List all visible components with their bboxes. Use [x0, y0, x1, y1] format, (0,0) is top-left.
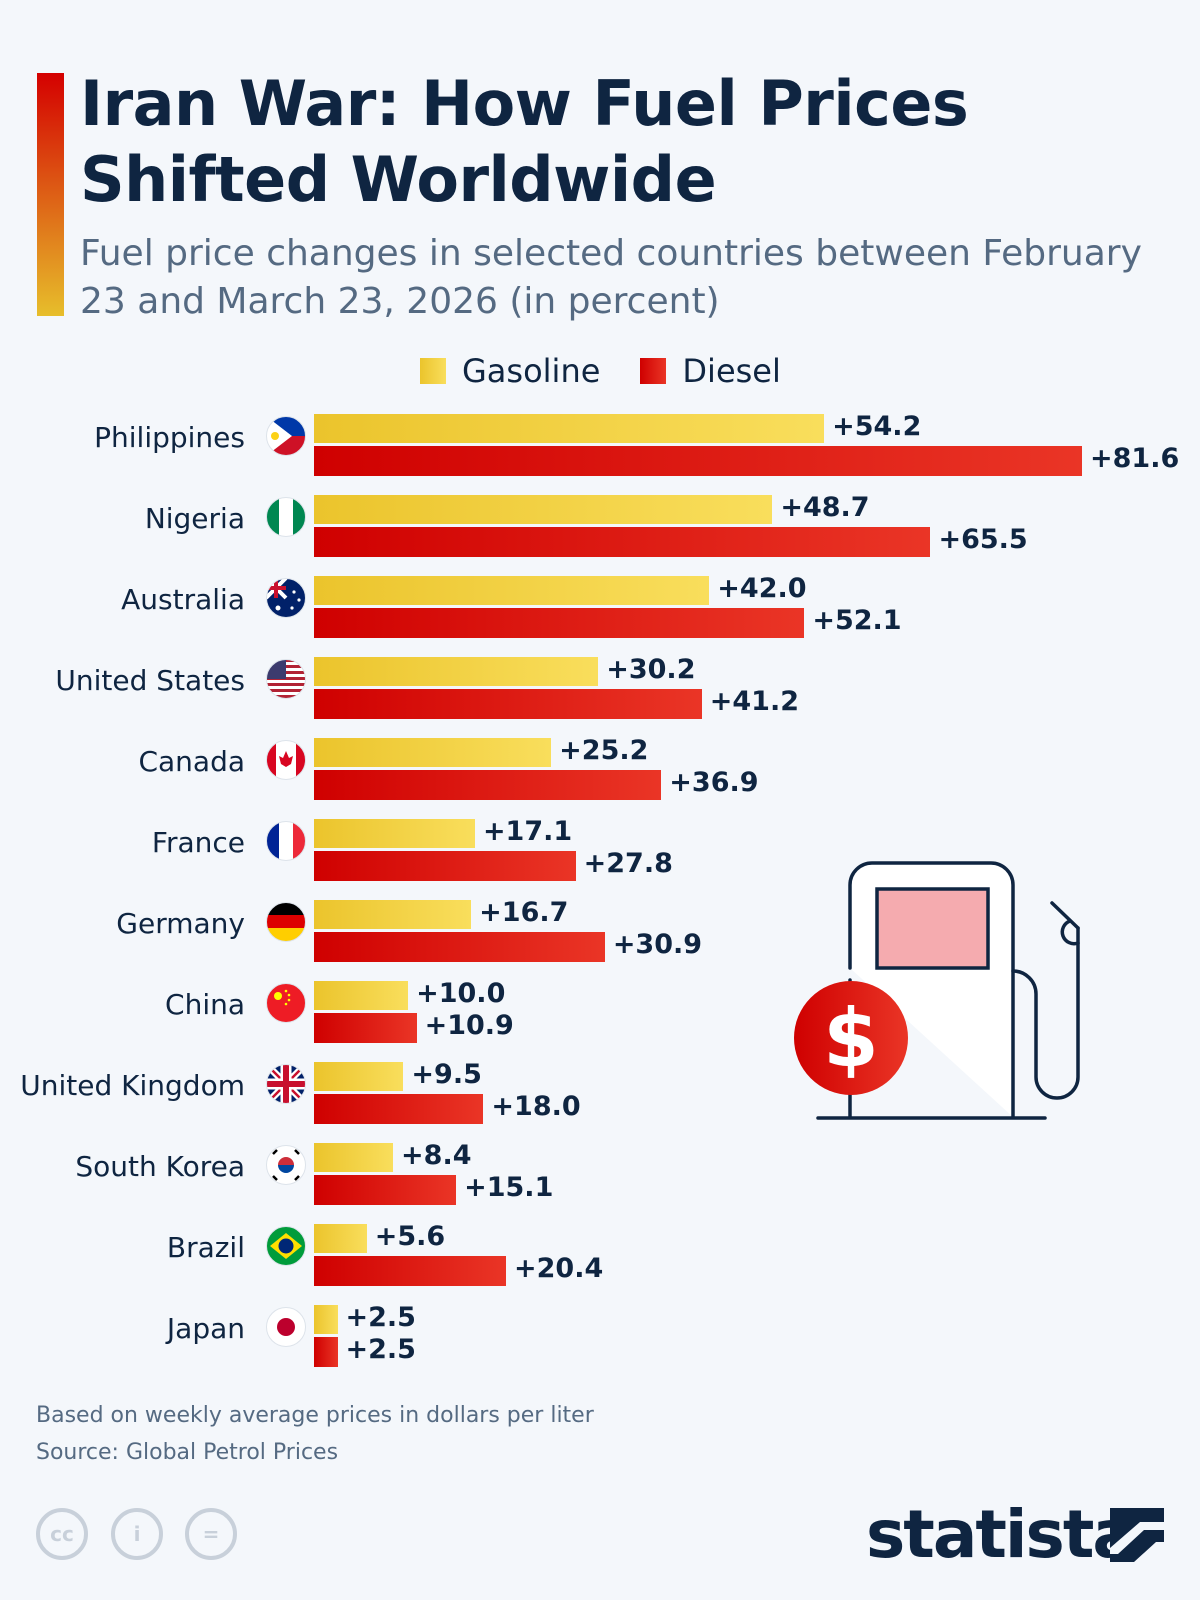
- legend-label-gasoline: Gasoline: [462, 352, 601, 390]
- chart-title: Iran War: How Fuel Prices Shifted Worldw…: [80, 67, 969, 216]
- value-label-gasoline: +8.4: [401, 1140, 472, 1171]
- country-label: United Kingdom: [20, 1069, 245, 1102]
- value-label-gasoline: +42.0: [717, 573, 807, 604]
- legend-swatch-diesel: [640, 358, 667, 384]
- china-flag: [266, 983, 306, 1023]
- legend-diesel: Diesel: [640, 352, 781, 390]
- value-label-gasoline: +10.0: [416, 978, 506, 1009]
- bar-gasoline: [314, 738, 552, 767]
- value-label-diesel: +81.6: [1090, 443, 1180, 474]
- value-label-diesel: +52.1: [812, 605, 902, 636]
- cc-text: cc: [50, 1522, 74, 1546]
- bar-gasoline: [314, 414, 825, 443]
- statista-logo-mark: [1110, 1508, 1164, 1562]
- value-label-diesel: +41.2: [709, 686, 799, 717]
- value-label-diesel: +36.9: [669, 767, 759, 798]
- cc-icon[interactable]: cc: [36, 1508, 88, 1560]
- footnote: Based on weekly average prices in dollar…: [36, 1403, 594, 1428]
- uk-flag: [266, 1064, 306, 1104]
- value-label-gasoline: +5.6: [374, 1221, 446, 1252]
- bar-diesel: [314, 1013, 417, 1043]
- value-label-diesel: +15.1: [464, 1172, 554, 1203]
- brazil-flag: [266, 1226, 306, 1266]
- bar-gasoline: [314, 1305, 338, 1334]
- bar-gasoline: [314, 657, 599, 686]
- bar-gasoline: [314, 900, 472, 929]
- south-korea-flag: [266, 1145, 306, 1185]
- no-derivatives-icon[interactable]: =: [185, 1508, 237, 1560]
- bar-diesel: [314, 932, 605, 962]
- chart-subtitle: Fuel price changes in selected countries…: [80, 233, 1142, 322]
- bar-gasoline: [314, 1143, 394, 1172]
- source: Source: Global Petrol Prices: [36, 1440, 339, 1465]
- bar-diesel: [314, 1175, 457, 1205]
- value-label-diesel: +65.5: [938, 524, 1028, 555]
- value-label-gasoline: +17.1: [482, 816, 573, 847]
- value-label-gasoline: +2.5: [345, 1302, 416, 1333]
- value-label-diesel: +10.9: [424, 1010, 514, 1041]
- country-label: China: [165, 988, 245, 1021]
- attribution-icon[interactable]: i: [111, 1508, 163, 1560]
- canada-flag: [266, 740, 306, 780]
- value-label-diesel: +2.5: [345, 1334, 416, 1365]
- value-label-diesel: +30.9: [612, 929, 703, 960]
- country-label: Brazil: [166, 1231, 245, 1264]
- bar-diesel: [314, 527, 931, 557]
- value-label-gasoline: +30.2: [606, 654, 696, 685]
- bar-gasoline: [314, 1062, 404, 1091]
- legend-label-diesel: Diesel: [682, 352, 781, 390]
- title-accent-bar: [37, 73, 64, 316]
- bar-diesel: [314, 608, 805, 638]
- legend: Gasoline Diesel: [420, 352, 821, 390]
- value-label-diesel: +20.4: [514, 1253, 604, 1284]
- bar-diesel: [314, 1094, 484, 1124]
- value-label-diesel: +18.0: [491, 1091, 581, 1122]
- country-label: Germany: [116, 907, 245, 940]
- country-label: Australia: [121, 583, 245, 616]
- philippines-flag: [266, 416, 306, 456]
- dollar-icon: [794, 981, 908, 1095]
- germany-flag: [266, 902, 306, 942]
- country-label: United States: [55, 664, 245, 697]
- france-flag: [266, 821, 306, 861]
- country-label: Philippines: [94, 421, 245, 454]
- value-label-diesel: +27.8: [583, 848, 673, 879]
- bar-gasoline: [314, 495, 773, 524]
- value-label-gasoline: +48.7: [780, 492, 870, 523]
- bar-diesel: [314, 1337, 338, 1367]
- bar-diesel: [314, 689, 702, 719]
- svg-text:$: $: [823, 992, 879, 1085]
- bar-gasoline: [314, 981, 409, 1010]
- legend-swatch-gasoline: [420, 358, 446, 384]
- bar-gasoline: [314, 576, 710, 605]
- japan-flag: [266, 1307, 306, 1347]
- bar-gasoline: [314, 819, 475, 848]
- country-label: Canada: [138, 745, 245, 778]
- country-label: Japan: [166, 1312, 245, 1345]
- australia-flag: [266, 578, 306, 618]
- bar-diesel: [314, 446, 1082, 476]
- statista-logo[interactable]: statista: [866, 1496, 1137, 1573]
- value-label-gasoline: +16.7: [479, 897, 569, 928]
- bar-gasoline: [314, 1224, 367, 1253]
- value-label-gasoline: +54.2: [832, 411, 922, 442]
- country-label: South Korea: [75, 1150, 245, 1183]
- country-label: Nigeria: [144, 502, 245, 535]
- value-label-gasoline: +25.2: [559, 735, 649, 766]
- usa-flag: [266, 659, 306, 699]
- nigeria-flag: [266, 497, 306, 537]
- logo-text: statista: [866, 1496, 1137, 1573]
- legend-gasoline: Gasoline: [420, 352, 600, 390]
- country-label: France: [151, 826, 245, 859]
- bar-diesel: [314, 770, 662, 800]
- bar-diesel: [314, 1256, 506, 1286]
- bar-diesel: [314, 851, 576, 881]
- value-label-gasoline: +9.5: [411, 1059, 482, 1090]
